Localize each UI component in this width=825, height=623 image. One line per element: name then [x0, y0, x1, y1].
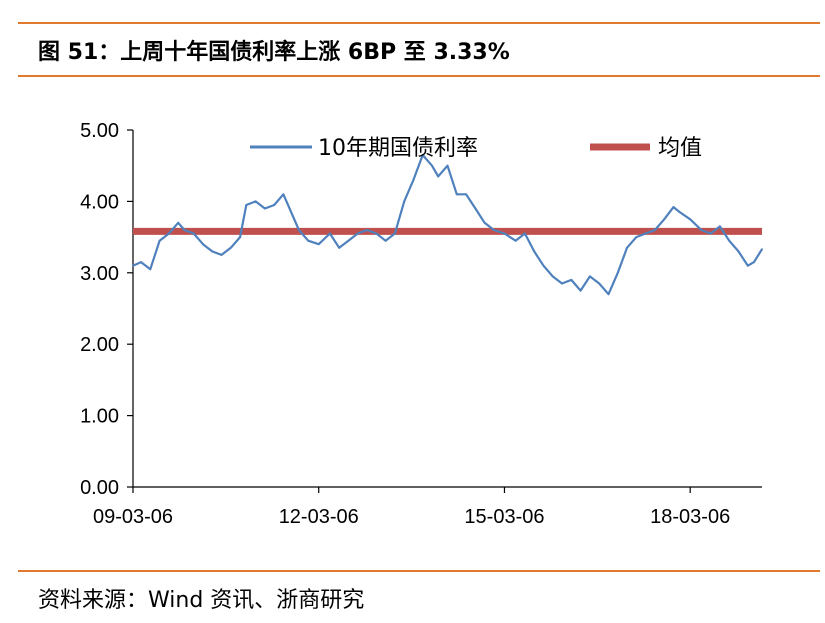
rate-point — [149, 268, 152, 271]
y-tick-label: 1.00 — [80, 406, 119, 428]
rate-point — [551, 275, 554, 278]
legend: 10年期国债利率 均值 — [250, 136, 702, 161]
rate-point — [446, 164, 449, 167]
rate-point — [542, 264, 545, 267]
legend-label-rate: 10年期国债利率 — [318, 136, 478, 161]
rate-point — [589, 275, 591, 278]
rate-point — [338, 246, 341, 249]
footer-rule — [18, 570, 820, 572]
rate-point — [678, 211, 681, 214]
y-axis: 0.00 1.00 2.00 3.00 4.00 5.00 — [80, 120, 134, 499]
y-tick-label: 5.00 — [80, 120, 119, 142]
rate-point — [168, 232, 170, 235]
legend-label-mean: 均值 — [658, 136, 702, 161]
y-tick-label: 2.00 — [80, 334, 119, 356]
rate-point — [431, 164, 433, 167]
rate-point — [455, 193, 458, 196]
rate-point — [761, 248, 763, 251]
rate-line — [132, 153, 763, 296]
rate-series — [132, 153, 763, 296]
rate-point — [654, 229, 656, 231]
rate-point — [177, 221, 180, 224]
rate-point — [514, 239, 517, 242]
x-tick-label: 12-03-06 — [279, 506, 359, 528]
rate-point — [728, 239, 731, 242]
rate-point — [158, 239, 161, 242]
rate-point — [273, 204, 276, 206]
rate-point — [635, 236, 638, 239]
rate-point — [239, 236, 242, 239]
rate-point — [202, 243, 204, 246]
rate-point — [753, 261, 755, 263]
rate-point — [220, 254, 223, 256]
rate-point — [329, 232, 331, 235]
rate-point — [719, 225, 721, 228]
rate-point — [356, 232, 359, 235]
header-top-rule — [18, 22, 820, 24]
rate-point — [561, 282, 563, 285]
rate-point — [607, 293, 610, 296]
rate-point — [737, 250, 740, 253]
header-bottom-rule — [18, 75, 820, 77]
rate-point — [598, 282, 601, 285]
y-tick-label: 0.00 — [80, 477, 119, 499]
rate-point — [663, 218, 666, 221]
rate-point — [746, 264, 749, 267]
rate-point — [375, 232, 378, 235]
rate-point — [700, 229, 703, 231]
x-tick-label: 18-03-06 — [650, 506, 730, 528]
rate-point — [291, 214, 294, 217]
rate-point — [533, 250, 536, 253]
rate-point — [384, 239, 387, 242]
rate-point — [579, 289, 582, 292]
rate-point — [437, 175, 440, 178]
rate-point — [626, 246, 628, 249]
rate-point — [282, 193, 285, 196]
rate-point — [347, 239, 350, 242]
x-axis: 09-03-06 12-03-06 15-03-06 18-03-06 — [93, 486, 762, 528]
rate-point — [570, 279, 573, 281]
rate-point — [366, 229, 368, 231]
y-tick-label: 3.00 — [80, 263, 119, 285]
rate-point — [317, 243, 320, 246]
rate-point — [192, 232, 195, 235]
rate-point — [474, 207, 477, 210]
rate-point — [183, 229, 186, 231]
rate-point — [644, 232, 647, 235]
rate-point — [254, 200, 257, 203]
source-note: 资料来源：Wind 资讯、浙商研究 — [38, 588, 365, 613]
rate-point — [672, 206, 675, 209]
rate-point — [483, 221, 486, 224]
figure-title: 图 51：上周十年国债利率上涨 6BP 至 3.33% — [38, 40, 510, 65]
rate-point — [264, 207, 266, 210]
rate-point — [709, 232, 712, 235]
rate-point — [307, 239, 310, 242]
rate-point — [465, 193, 467, 196]
rate-point — [245, 204, 248, 206]
rate-point — [229, 246, 232, 249]
rate-point — [493, 229, 495, 231]
rate-point — [394, 232, 396, 235]
rate-point — [412, 179, 415, 181]
rate-point — [616, 271, 619, 274]
rate-point — [132, 264, 134, 267]
y-tick-label: 4.00 — [80, 191, 119, 213]
rate-point — [503, 232, 506, 235]
rate-point — [403, 200, 406, 203]
rate-point — [140, 261, 142, 263]
rate-point — [421, 154, 424, 156]
x-tick-label: 09-03-06 — [93, 506, 173, 528]
x-tick-label: 15-03-06 — [464, 506, 544, 528]
rate-point — [689, 218, 692, 221]
rate-point — [524, 232, 526, 235]
rate-point — [211, 250, 214, 253]
rate-point — [298, 229, 300, 231]
